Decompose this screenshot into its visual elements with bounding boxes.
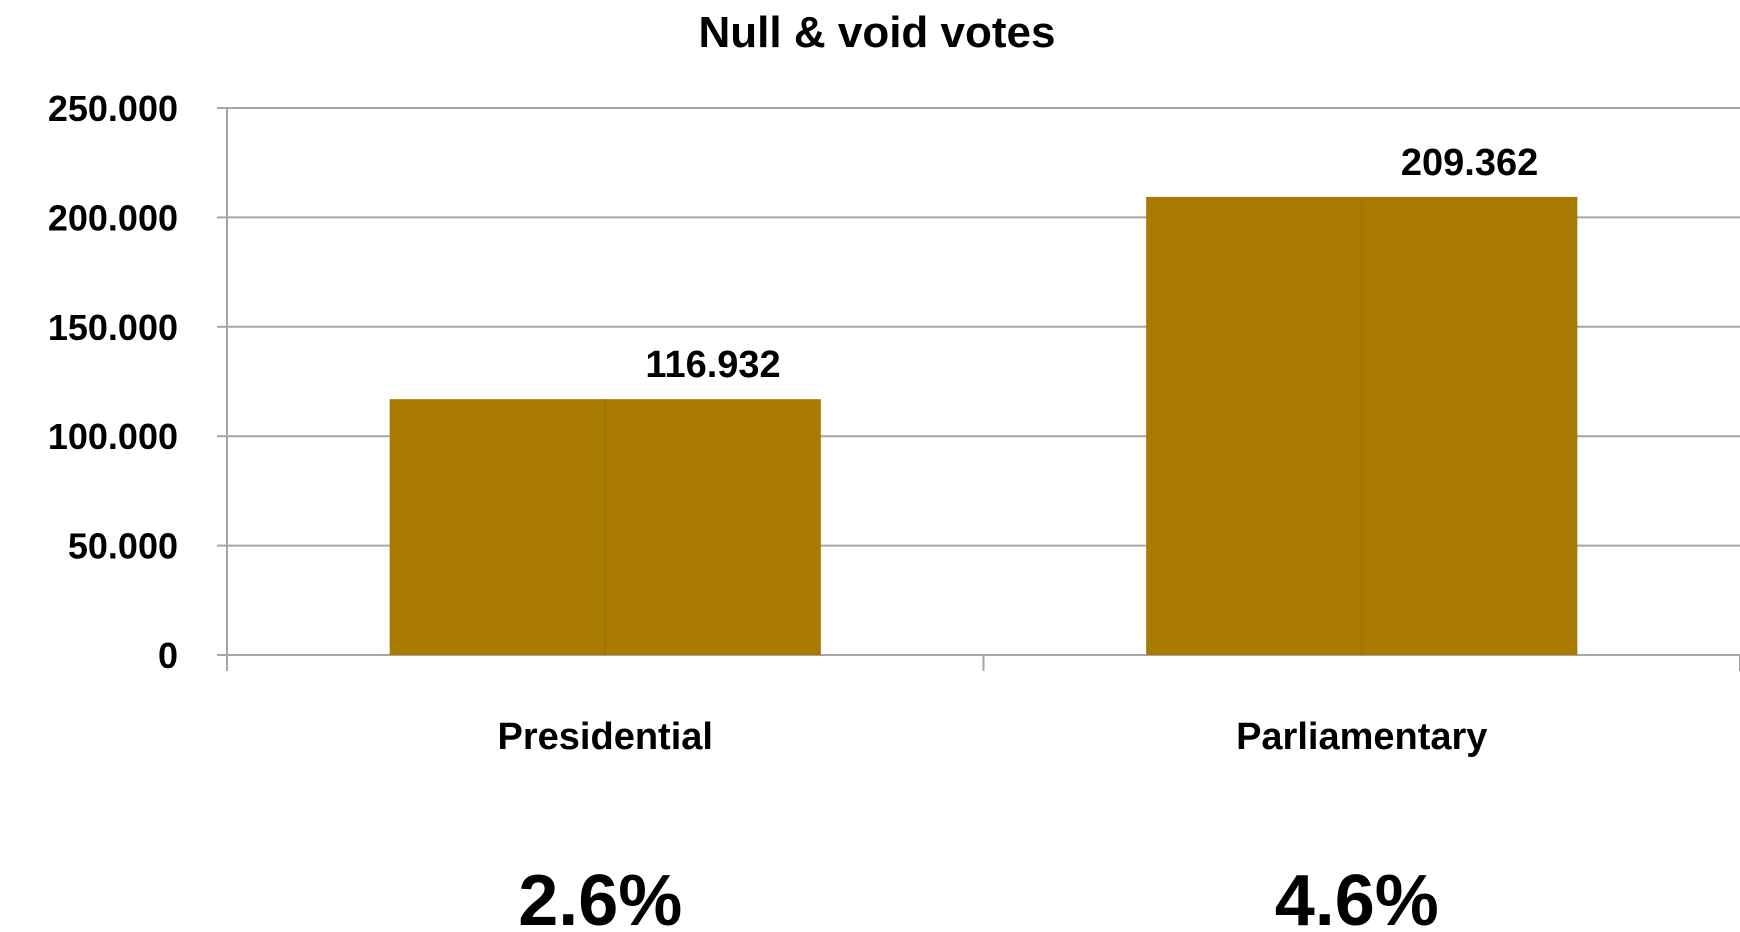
y-tick-label: 0 — [158, 635, 178, 676]
y-tick-label: 100.000 — [48, 416, 178, 457]
data-label: 116.932 — [645, 344, 780, 386]
percentage-label: 4.6% — [1275, 861, 1439, 932]
x-axis: Presidential 2.6% Parliamentary 4.6% — [226, 108, 1740, 932]
y-tick-label: 250.000 — [48, 88, 178, 129]
bars: 116.932 209.362 — [389, 142, 1578, 655]
y-tick-label: 50.000 — [68, 526, 178, 567]
chart-title: Null & void votes — [699, 8, 1056, 57]
y-tick-label: 200.000 — [48, 197, 178, 238]
y-axis-ticks: 0 50.000 100.000 150.000 200.000 250.000 — [48, 88, 227, 676]
x-tick-label: Parliamentary — [1236, 716, 1487, 758]
y-tick-label: 150.000 — [48, 307, 178, 348]
data-label: 209.362 — [1401, 142, 1538, 184]
percentage-label: 2.6% — [518, 861, 682, 932]
x-tick-label: Presidential — [498, 716, 713, 758]
